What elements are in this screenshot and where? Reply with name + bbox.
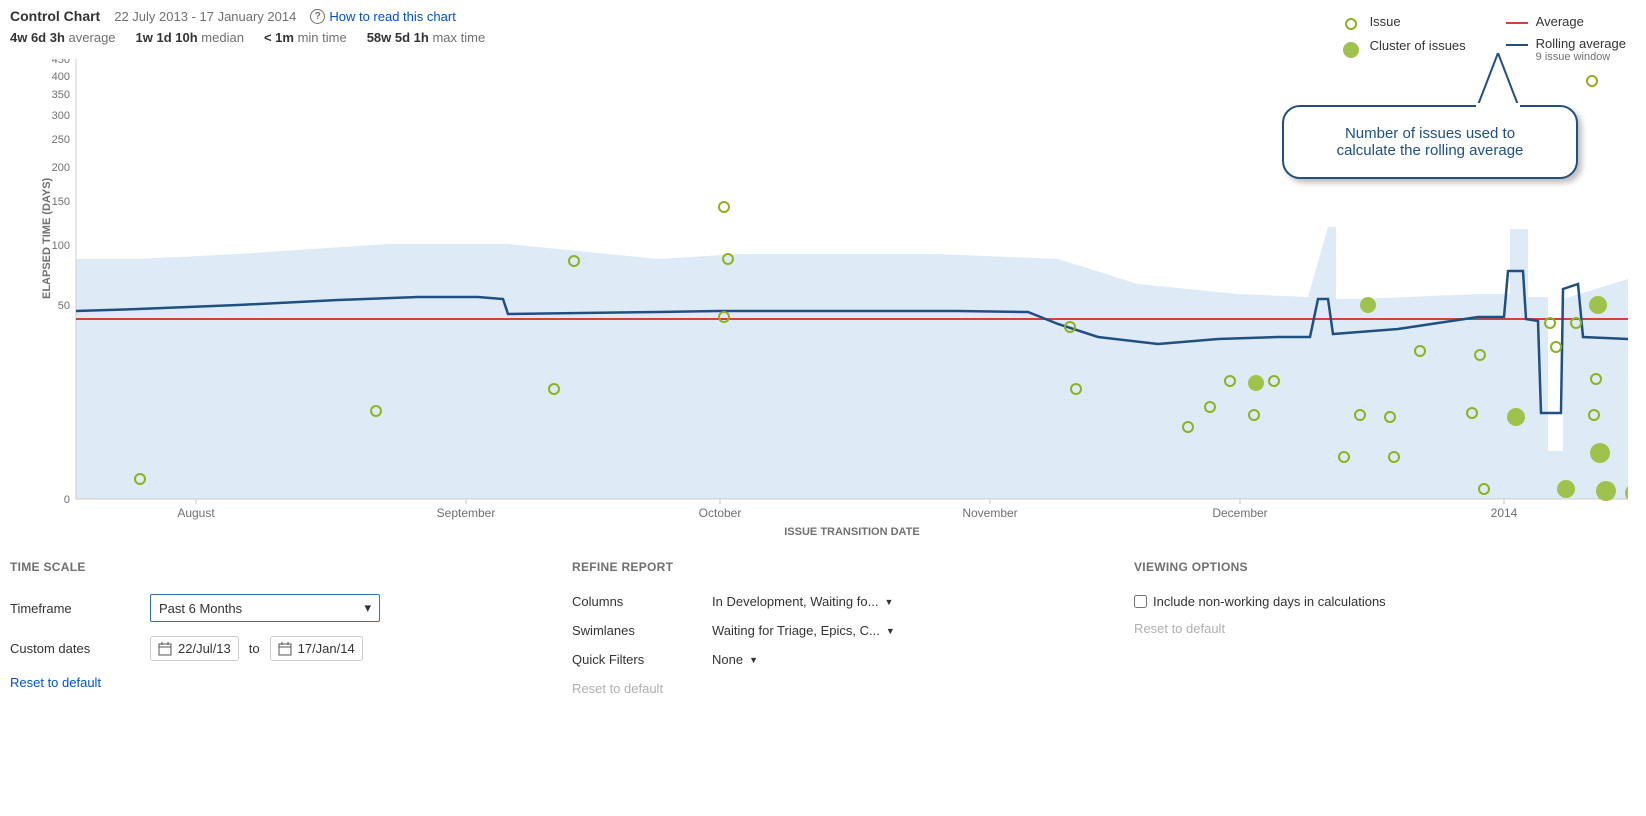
chevron-down-icon: ▼ bbox=[884, 597, 893, 607]
chevron-down-icon: ▾ bbox=[364, 600, 371, 616]
chevron-down-icon: ▼ bbox=[886, 626, 895, 636]
swimlanes-dropdown[interactable]: Waiting for Triage, Epics, C...▼ bbox=[712, 623, 895, 638]
reset-viewing-link: Reset to default bbox=[1134, 621, 1636, 636]
svg-text:100: 100 bbox=[52, 240, 70, 252]
callout-bubble: Number of issues used to calculate the r… bbox=[1282, 105, 1578, 179]
help-icon[interactable]: ? bbox=[310, 9, 325, 24]
columns-dropdown[interactable]: In Development, Waiting fo...▼ bbox=[712, 594, 893, 609]
legend-average: Average bbox=[1536, 14, 1584, 29]
legend-cluster: Cluster of issues bbox=[1370, 38, 1466, 53]
calendar-icon bbox=[158, 642, 172, 656]
svg-text:October: October bbox=[699, 506, 742, 520]
svg-text:September: September bbox=[437, 506, 496, 520]
svg-text:450: 450 bbox=[52, 59, 70, 66]
chevron-down-icon: ▼ bbox=[749, 655, 758, 665]
stat-median-value: 1w 1d 10h bbox=[136, 30, 198, 45]
quickfilters-dropdown[interactable]: None▼ bbox=[712, 652, 758, 667]
nonworking-checkbox[interactable] bbox=[1134, 595, 1147, 608]
viewing-options-section: VIEWING OPTIONS Include non-working days… bbox=[1134, 560, 1636, 696]
stat-min-value: < 1m bbox=[264, 30, 294, 45]
callout-pointer bbox=[1468, 53, 1528, 113]
stat-average-value: 4w 6d 3h bbox=[10, 30, 65, 45]
help-link[interactable]: How to read this chart bbox=[329, 9, 455, 24]
stat-max-value: 58w 5d 1h bbox=[367, 30, 429, 45]
control-chart[interactable]: ELAPSED TIME (DAYS)ISSUE TRANSITION DATE… bbox=[38, 59, 1636, 542]
svg-text:300: 300 bbox=[52, 110, 70, 122]
svg-text:ISSUE TRANSITION DATE: ISSUE TRANSITION DATE bbox=[784, 526, 919, 538]
calendar-icon bbox=[278, 642, 292, 656]
to-date-input[interactable]: 17/Jan/14 bbox=[270, 636, 363, 661]
svg-text:50: 50 bbox=[58, 300, 70, 312]
svg-text:400: 400 bbox=[52, 71, 70, 83]
svg-text:0: 0 bbox=[64, 494, 70, 506]
svg-text:350: 350 bbox=[52, 89, 70, 101]
legend-issue: Issue bbox=[1370, 14, 1401, 29]
legend-rolling: Rolling average bbox=[1536, 36, 1626, 51]
svg-text:August: August bbox=[177, 506, 215, 520]
time-scale-section: TIME SCALE Timeframe Past 6 Months ▾ Cus… bbox=[10, 560, 512, 696]
reset-timescale-link[interactable]: Reset to default bbox=[10, 675, 512, 690]
svg-text:200: 200 bbox=[52, 162, 70, 174]
from-date-input[interactable]: 22/Jul/13 bbox=[150, 636, 239, 661]
refine-report-section: REFINE REPORT Columns In Development, Wa… bbox=[572, 560, 1074, 696]
svg-text:November: November bbox=[962, 506, 1017, 520]
svg-text:250: 250 bbox=[52, 134, 70, 146]
svg-text:150: 150 bbox=[52, 196, 70, 208]
reset-refine-link: Reset to default bbox=[572, 681, 1074, 696]
svg-text:2014: 2014 bbox=[1491, 506, 1518, 520]
svg-text:December: December bbox=[1212, 506, 1267, 520]
page-title: Control Chart bbox=[10, 8, 100, 24]
date-range-text: 22 July 2013 - 17 January 2014 bbox=[114, 9, 296, 24]
timeframe-select[interactable]: Past 6 Months ▾ bbox=[150, 594, 380, 622]
